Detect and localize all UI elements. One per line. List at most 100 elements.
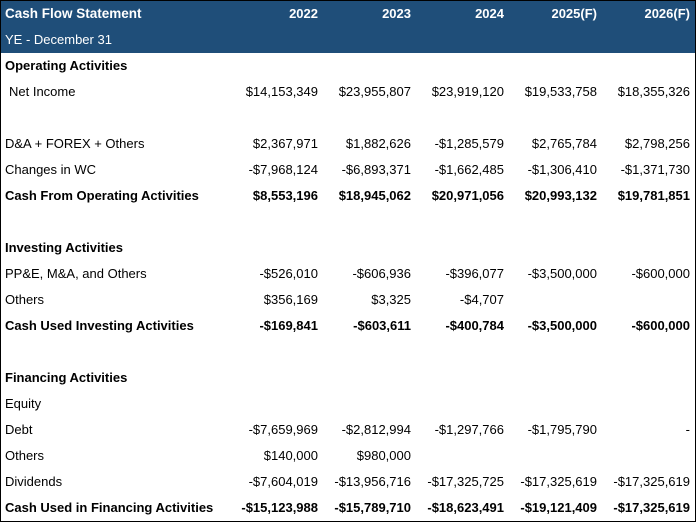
value-cell: -$603,611 bbox=[353, 318, 411, 333]
value-cell: -$1,285,579 bbox=[434, 136, 504, 151]
row-label bbox=[1, 105, 230, 131]
value-cell bbox=[323, 339, 416, 365]
value-cell: -$7,659,969 bbox=[248, 422, 318, 437]
value-cell: -$17,325,619 bbox=[520, 474, 597, 489]
value-cell bbox=[416, 209, 509, 235]
value-cell: -$19,121,409 bbox=[520, 500, 597, 515]
value-cell bbox=[509, 365, 602, 391]
value-cell bbox=[230, 235, 323, 261]
value-cell bbox=[416, 105, 509, 131]
value-cell bbox=[230, 365, 323, 391]
value-cell: -$17,325,619 bbox=[613, 474, 690, 489]
value-cell bbox=[416, 391, 509, 417]
year-column-header: 2023 bbox=[382, 6, 411, 21]
value-cell: $2,765,784 bbox=[531, 136, 597, 151]
table-row: Others $140,000 $980,000 bbox=[1, 443, 695, 469]
value-cell: $14,153,349 bbox=[245, 84, 318, 99]
value-cell: -$6,893,371 bbox=[341, 162, 411, 177]
year-column-header: 2022 bbox=[289, 6, 318, 21]
value-cell: -$13,956,716 bbox=[334, 474, 411, 489]
value-cell bbox=[230, 391, 323, 417]
section-heading: Operating Activities bbox=[5, 58, 128, 73]
value-cell: -$17,325,725 bbox=[427, 474, 504, 489]
value-cell bbox=[602, 53, 695, 79]
spacer-row bbox=[1, 209, 695, 235]
value-cell: -$1,371,730 bbox=[620, 162, 690, 177]
row-label bbox=[1, 339, 230, 365]
value-cell bbox=[323, 391, 416, 417]
table-row: Dividends -$7,604,019 -$13,956,716 -$17,325… bbox=[1, 469, 695, 495]
value-cell bbox=[416, 365, 509, 391]
value-cell: -$2,812,994 bbox=[341, 422, 411, 437]
value-cell bbox=[323, 209, 416, 235]
value-cell: $18,945,062 bbox=[338, 188, 411, 203]
value-cell: $20,993,132 bbox=[524, 188, 597, 203]
year-column-header: 2026(F) bbox=[644, 6, 690, 21]
value-cell bbox=[230, 53, 323, 79]
value-cell: -$1,662,485 bbox=[434, 162, 504, 177]
value-cell: $20,971,056 bbox=[431, 188, 504, 203]
value-cell bbox=[509, 105, 602, 131]
value-cell: $23,919,120 bbox=[431, 84, 504, 99]
value-cell bbox=[230, 209, 323, 235]
row-label: PP&E, M&A, and Others bbox=[5, 266, 147, 281]
value-cell bbox=[230, 339, 323, 365]
page-title: Cash Flow Statement bbox=[5, 6, 142, 21]
value-cell bbox=[509, 339, 602, 365]
row-label: Net Income bbox=[9, 84, 76, 99]
statement-body: Operating Activities Net Income $14,153,34… bbox=[1, 53, 695, 521]
value-cell: -$600,000 bbox=[631, 318, 690, 333]
value-cell bbox=[602, 443, 695, 469]
row-label: Cash Used in Financing Activities bbox=[5, 500, 214, 515]
value-cell: $356,169 bbox=[263, 292, 318, 307]
value-cell bbox=[602, 235, 695, 261]
spacer-row bbox=[1, 339, 695, 365]
value-cell: -$4,707 bbox=[459, 292, 504, 307]
table-row: Equity bbox=[1, 391, 695, 417]
value-cell bbox=[509, 287, 602, 313]
row-label: Cash From Operating Activities bbox=[5, 188, 199, 203]
value-cell bbox=[509, 391, 602, 417]
table-row: D&A + FOREX + Others $2,367,971 $1,882,626… bbox=[1, 131, 695, 157]
value-cell bbox=[416, 53, 509, 79]
value-cell bbox=[416, 443, 509, 469]
value-cell bbox=[323, 105, 416, 131]
value-cell: -$396,077 bbox=[445, 266, 504, 281]
table-row: Others $356,169 $3,325 -$4,707 bbox=[1, 287, 695, 313]
row-label: Debt bbox=[5, 422, 33, 437]
value-cell bbox=[602, 105, 695, 131]
value-cell: $140,000 bbox=[263, 448, 318, 463]
value-cell: -$1,795,790 bbox=[527, 422, 597, 437]
table-row: Cash From Operating Activities $8,553,196… bbox=[1, 183, 695, 209]
value-cell bbox=[509, 443, 602, 469]
value-cell bbox=[323, 53, 416, 79]
section-heading: Financing Activities bbox=[5, 370, 128, 385]
value-cell: -$606,936 bbox=[352, 266, 411, 281]
row-label: Changes in WC bbox=[5, 162, 97, 177]
value-cell: -$1,306,410 bbox=[527, 162, 597, 177]
section-heading: Investing Activities bbox=[5, 240, 123, 255]
value-cell bbox=[602, 339, 695, 365]
value-cell: $1,882,626 bbox=[345, 136, 411, 151]
year-column-header: 2024 bbox=[475, 6, 504, 21]
value-cell: - bbox=[685, 422, 690, 437]
value-cell bbox=[509, 235, 602, 261]
value-cell bbox=[602, 209, 695, 235]
table-row: Investing Activities bbox=[1, 235, 695, 261]
value-cell: -$15,123,988 bbox=[241, 500, 318, 515]
table-row: PP&E, M&A, and Others -$526,010 -$606,936 -… bbox=[1, 261, 695, 287]
spacer-row bbox=[1, 105, 695, 131]
row-label: D&A + FOREX + Others bbox=[5, 136, 145, 151]
value-cell bbox=[602, 365, 695, 391]
fiscal-year-end-label: YE - December 31 bbox=[5, 32, 112, 47]
value-cell: $19,533,758 bbox=[524, 84, 597, 99]
table-row: Financing Activities bbox=[1, 365, 695, 391]
value-cell: $980,000 bbox=[356, 448, 411, 463]
table-header: Cash Flow Statement 2022 2023 2024 2025(F) 2… bbox=[1, 1, 695, 53]
value-cell: -$400,784 bbox=[445, 318, 504, 333]
table-row: Operating Activities bbox=[1, 53, 695, 79]
table-row: Cash Used Investing Activities -$169,841 -… bbox=[1, 313, 695, 339]
value-cell: -$3,500,000 bbox=[527, 318, 597, 333]
value-cell bbox=[602, 391, 695, 417]
row-label: Dividends bbox=[5, 474, 63, 489]
